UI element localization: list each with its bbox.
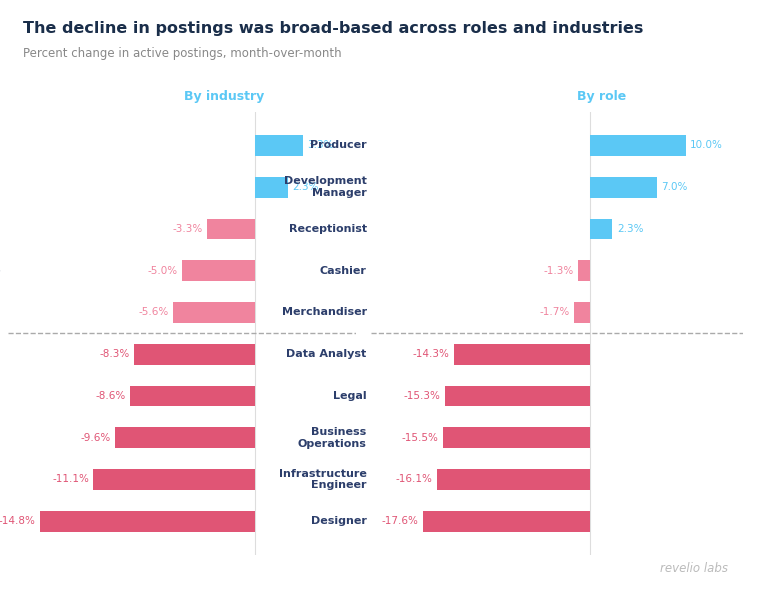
Bar [590,177,657,198]
Text: Merchandiser: Merchandiser [281,307,367,317]
Text: -17.6%: -17.6% [381,516,418,526]
Text: By industry: By industry [183,90,264,103]
Text: -8.3%: -8.3% [99,349,130,359]
Bar [130,385,255,407]
Text: Business
Operations: Business Operations [298,427,367,448]
Text: Designer: Designer [311,516,367,526]
Bar [255,177,288,198]
Text: Data Analyst: Data Analyst [287,349,367,359]
Text: revelio labs: revelio labs [659,562,728,575]
Text: Cashier: Cashier [320,266,367,276]
Bar [590,218,612,240]
Text: Infrastructure
Engineer: Infrastructure Engineer [279,468,367,490]
Bar [437,469,590,490]
Bar [115,427,255,448]
Text: -3.3%: -3.3% [172,224,202,234]
Text: By role: By role [577,90,626,103]
Text: -1.7%: -1.7% [540,307,570,317]
Text: Producer: Producer [310,140,367,150]
Text: -11.1%: -11.1% [52,474,89,484]
Text: Percent change in active postings, month-over-month: Percent change in active postings, month… [23,47,341,60]
Text: -14.8%: -14.8% [0,516,36,526]
Bar [454,344,590,365]
Bar [423,511,590,532]
Text: -15.5%: -15.5% [402,432,438,442]
Text: Legal: Legal [333,391,367,401]
Bar [93,469,255,490]
Text: -8.6%: -8.6% [96,391,125,401]
Bar [578,260,590,281]
Bar [255,135,302,156]
Text: 2.3%: 2.3% [292,182,318,192]
Text: -16.1%: -16.1% [396,474,433,484]
Bar [174,302,255,323]
Text: The decline in postings was broad-based across roles and industries: The decline in postings was broad-based … [23,21,643,35]
Text: -5.0%: -5.0% [148,266,177,276]
Bar [39,511,255,532]
Text: -15.3%: -15.3% [403,391,440,401]
Text: 7.0%: 7.0% [662,182,688,192]
Bar [443,427,590,448]
Text: -5.6%: -5.6% [139,307,169,317]
Text: -14.3%: -14.3% [413,349,449,359]
Text: 3.3%: 3.3% [307,140,334,150]
Bar [575,302,590,323]
Text: Receptionist: Receptionist [289,224,367,234]
Bar [445,385,590,407]
Bar [182,260,255,281]
Text: 10.0%: 10.0% [690,140,723,150]
Bar [134,344,255,365]
Text: 2.3%: 2.3% [617,224,644,234]
Text: Development
Manager: Development Manager [283,176,367,198]
Text: -1.3%: -1.3% [543,266,574,276]
Text: -9.6%: -9.6% [80,432,111,442]
Bar [590,135,686,156]
Bar [207,218,255,240]
